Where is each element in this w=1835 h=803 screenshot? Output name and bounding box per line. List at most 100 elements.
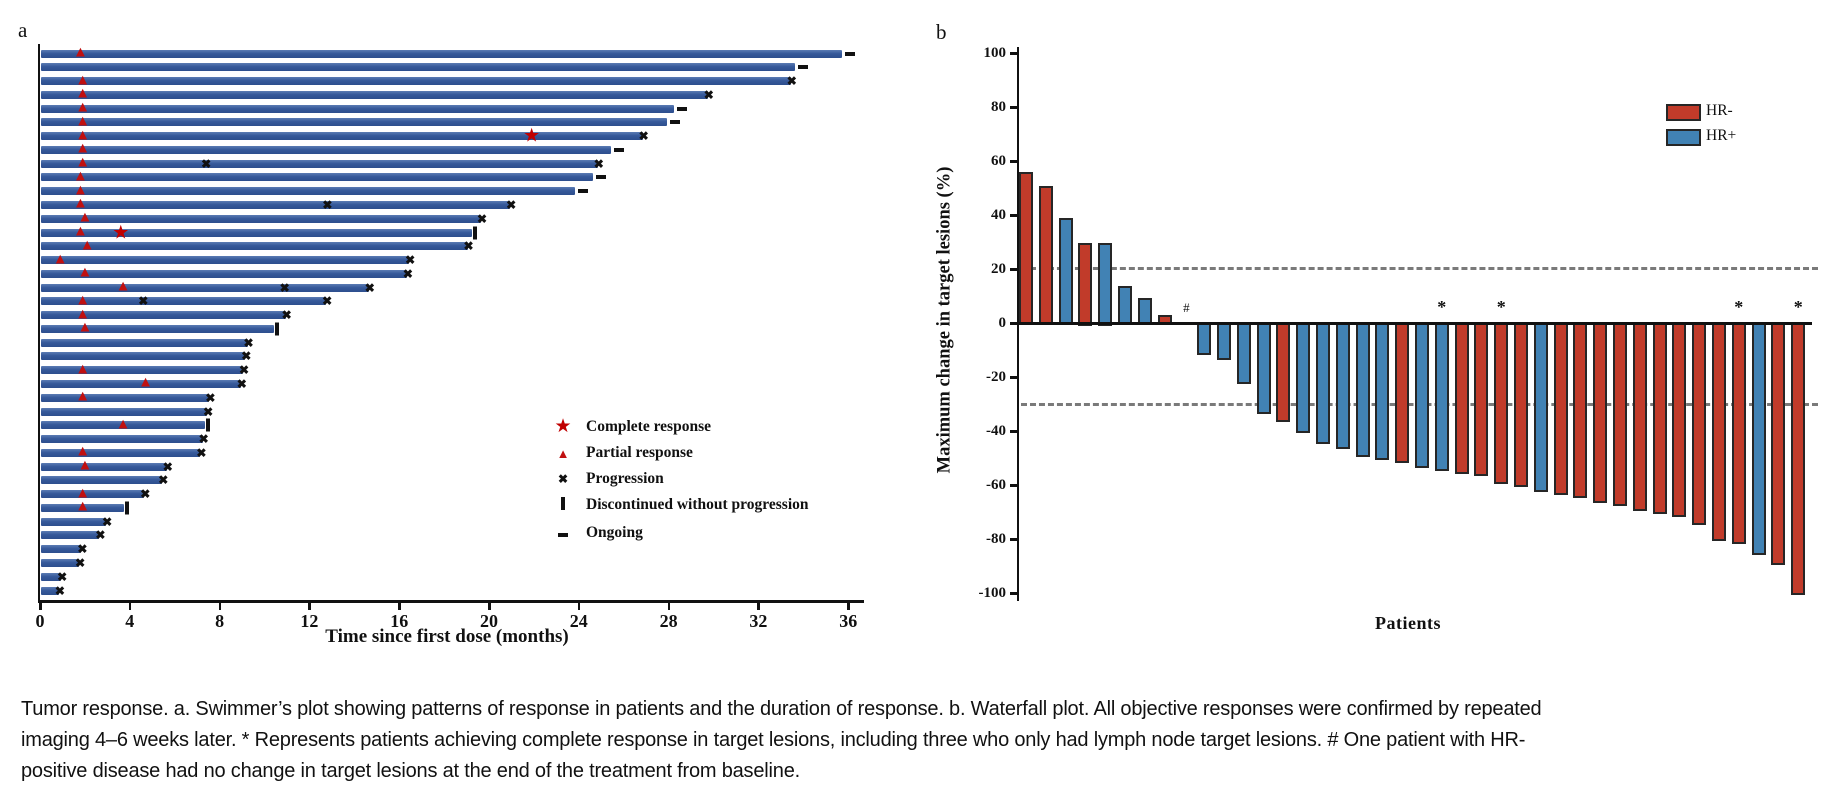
y-tick-label: 0 [998,314,1007,331]
swimmer-bar [41,49,843,58]
swimmer-bar [41,214,482,223]
x-tick-mark [488,602,491,610]
partial-response-marker: ▲ [72,44,88,61]
figure-caption: Tumor response. a. Swimmer’s plot showin… [21,698,1542,782]
y-tick-label: -40 [986,422,1006,439]
x-tick-label: 24 [569,611,588,631]
progression-marker: ✖ [162,459,173,474]
swimmer-bar [41,283,369,292]
waterfall-y-axis [1016,47,1019,601]
partial-response-marker: ▲ [115,416,131,433]
y-tick-mark [1010,376,1017,379]
y-tick-mark [1010,430,1017,433]
legend-label-progression: Progression [586,470,664,487]
swimmer-bar [41,173,594,182]
swimmer-bar [41,311,286,320]
discontinued-marker [205,418,210,432]
partial-response-marker: ▲ [75,72,91,89]
y-tick-mark [1010,484,1017,487]
ongoing-marker [596,175,607,180]
y-tick-label: -20 [986,368,1006,385]
partial-response-marker: ▲ [75,140,91,157]
swimmer-x-axis [37,600,864,603]
swimmer-bar [41,421,205,430]
progression-marker: ✖ [463,239,474,254]
swimmer-bar [41,63,796,72]
swimmer-bar [41,200,511,209]
waterfall-bar [1692,323,1707,525]
partial-response-marker: ▲ [75,498,91,515]
progression-marker: ✖ [638,129,649,144]
swimmer-bar [41,572,62,581]
waterfall-zero-line [1018,322,1812,325]
waterfall-bar [1335,323,1350,450]
progression-marker: ✖ [506,197,517,212]
waterfall-bar [1038,185,1053,326]
progression-marker: ✖ [476,211,488,226]
waterfall-bar [1751,323,1766,555]
swimmer-bar [41,379,241,388]
x-tick-mark [757,602,760,610]
partial-response-marker: ▲ [138,374,153,391]
waterfall-bar [1533,323,1548,493]
partial-response-marker: ▲ [77,457,93,474]
progression-marker: ✖ [138,294,149,309]
complete-response-annotation: * [1496,297,1506,317]
progression-marker: ✖ [405,253,416,268]
partial-response-marker: ▲ [75,361,91,378]
progression-marker: ✖ [75,555,86,570]
no-change-annotation: # [1183,300,1190,315]
legend-label-complete-response: Complete response [586,417,711,435]
waterfall-bar [1296,323,1311,433]
ongoing-marker [614,147,625,152]
panel-a-label: a [18,18,28,42]
swimmer-bar [41,269,407,278]
progression-marker: ✖ [196,445,207,460]
partial-response-marker: ▲ [75,99,91,116]
ongoing-marker [677,106,688,111]
x-tick-label: 16 [390,611,409,631]
progression-marker: ✖ [54,583,65,598]
partial-response-marker: ▲ [75,85,91,102]
progression-marker: ✖ [203,404,214,419]
x-tick-mark [667,602,671,610]
waterfall-bar [1078,242,1093,326]
waterfall-bar [1474,323,1489,477]
waterfall-bar [1593,323,1608,504]
progression-marker: ✖ [140,487,151,502]
partial-response-marker: ▲ [75,485,91,502]
swimmer-bar [41,159,598,168]
swimmer-bar [41,366,244,375]
swimmer-bar [41,407,208,416]
hr-negative-swatch [1666,104,1701,121]
complete-response-annotation: * [1793,297,1803,317]
legend-label-hr-positive: HR+ [1706,127,1737,144]
discontinued-icon [552,496,574,514]
progression-marker: ✖ [57,569,68,584]
swimmer-bar [41,145,612,154]
progression-marker: ✖ [236,376,247,391]
partial-response-marker: ▲ [75,292,91,309]
hr-positive-swatch [1666,129,1701,146]
swimmer-bar [41,132,643,141]
partial-response-icon: ▲ [556,445,570,461]
swimmer-bar [41,242,468,251]
progression-marker: ✖ [279,280,290,295]
y-tick-label: 60 [991,152,1006,169]
progression-marker: ✖ [402,266,413,281]
progression-marker: ✖ [243,335,254,350]
partial-response-marker: ▲ [115,278,131,295]
waterfall-bar [1316,323,1330,444]
y-tick-label: 20 [991,260,1006,277]
waterfall-bar [1771,323,1786,566]
waterfall-bar [1236,323,1251,385]
discontinued-marker [125,501,130,515]
progression-marker: ✖ [77,542,88,557]
y-tick-label: -100 [978,584,1007,601]
x-tick-label: 36 [839,611,858,631]
y-tick-mark [1010,106,1017,109]
swimmer-bar [41,104,675,113]
complete-response-marker: ★ [112,222,130,243]
swimmer-y-axis [37,44,40,602]
y-tick-mark [1010,592,1017,595]
